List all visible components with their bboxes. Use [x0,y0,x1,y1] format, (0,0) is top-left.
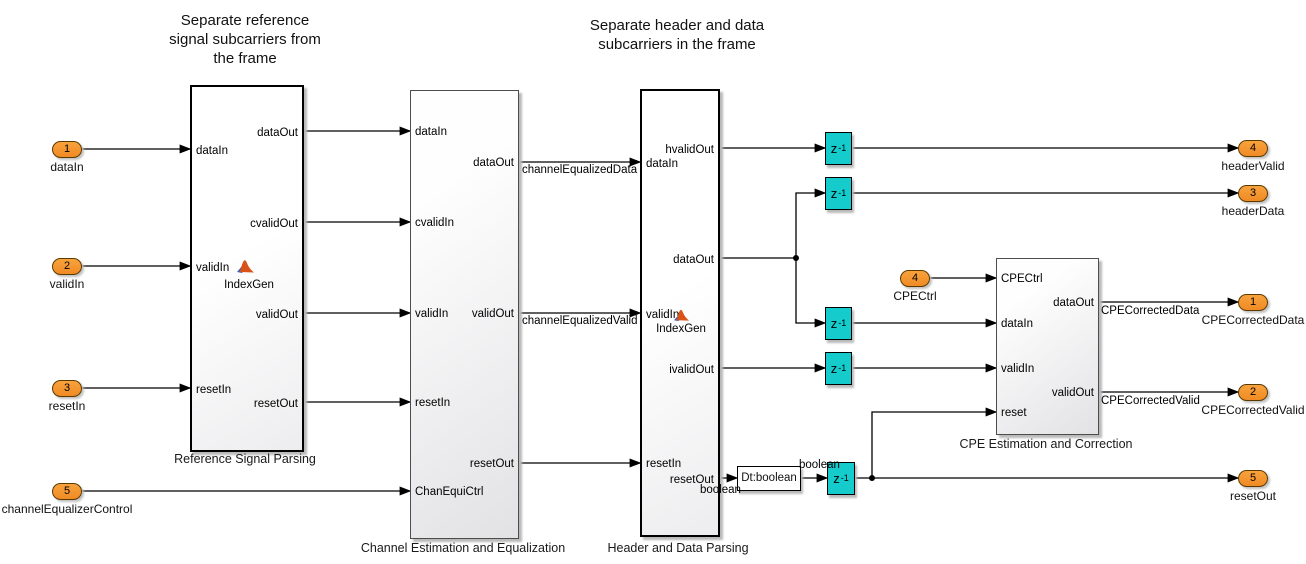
hdp-port-resetout: resetOut [669,474,714,486]
block-reference-signal-parsing[interactable]: dataIn validIn resetIn dataOut cvalidOut… [190,85,304,452]
outport-headervalid[interactable]: 4 [1238,139,1268,157]
hdp-port-ivalidout: ivalidOut [669,364,714,376]
hdp-port-dataout: dataOut [673,254,714,266]
outport-cpecorrectedvalid-label: CPECorrectedValid [1201,403,1305,417]
inport-resetin-number: 3 [63,382,71,394]
annotation-header-data: Separate header and data subcarriers in … [589,17,765,53]
outport-headervalid-number: 4 [1249,142,1257,154]
rsp-caption: Reference Signal Parsing [174,452,316,466]
inport-validin-label: validIn [49,277,85,291]
rsp-port-cvalidout: cvalidOut [250,218,298,230]
outport-resetout[interactable]: 5 [1238,469,1268,487]
cpe-port-validin: validIn [1001,363,1035,375]
inport-validin-number: 2 [63,260,71,272]
inport-resetin[interactable]: 3 [52,379,82,397]
delay-block-cpedata[interactable]: z -1 [825,306,852,340]
signal-label-boolean-dst: boolean [799,459,840,471]
outport-cpecorrectedvalid[interactable]: 2 [1238,383,1268,401]
cpe-port-reset: reset [1001,407,1027,419]
inport-datain-number: 1 [63,143,71,155]
signal-label-boolean-src: boolean [700,484,741,496]
hdp-port-datain: dataIn [646,158,678,170]
outport-cpecorrecteddata[interactable]: 1 [1238,293,1268,311]
annotation-reference-signal: Separate reference signal subcarriers fr… [169,12,321,67]
outport-cpecorrecteddata-label: CPECorrectedData [1201,313,1305,327]
cee-port-cvalidin: cvalidIn [415,217,454,229]
rsp-port-dataout: dataOut [257,127,298,139]
outport-headerdata[interactable]: 3 [1238,184,1268,202]
block-cpe-estimation-correction[interactable]: CPECtrl dataIn validIn reset dataOut val… [996,258,1099,435]
inport-datain-label: dataIn [50,160,84,174]
rsp-icon-label: IndexGen [224,279,274,291]
inport-cpectrl[interactable]: 4 [900,269,930,287]
cee-caption: Channel Estimation and Equalization [360,541,566,555]
matlab-function-icon [237,260,254,273]
inport-resetin-label: resetIn [48,399,86,413]
outport-cpecorrecteddata-number: 1 [1249,296,1257,308]
hdp-caption: Header and Data Parsing [607,541,749,555]
rsp-port-resetin: resetIn [196,384,232,396]
cee-port-dataout: dataOut [473,157,514,169]
rsp-port-validin: validIn [196,262,230,274]
cee-port-resetout: resetOut [469,458,514,470]
branch-dot-dataout [793,255,799,261]
cee-port-validin: validIn [415,308,449,320]
outport-headerdata-label: headerData [1221,204,1285,218]
cee-port-datain: dataIn [415,126,447,138]
outport-resetout-label: resetOut [1229,489,1277,503]
wire-branch-down-delay3[interactable] [795,258,827,328]
wire-branch-up-delay2[interactable] [795,188,827,258]
inport-cec-label: channelEqualizerControl [1,502,133,516]
hdp-icon-label: IndexGen [656,323,706,335]
hdp-port-hvalidout: hvalidOut [665,144,714,156]
outport-resetout-number: 5 [1249,472,1257,484]
delay-block-cpevalid[interactable]: z -1 [825,351,852,385]
delay-z: z [830,360,838,376]
cpe-port-dataout: dataOut [1053,297,1094,309]
inport-cpectrl-number: 4 [911,272,919,284]
block-header-data-parsing[interactable]: dataIn validIn resetIn hvalidOut dataOut… [640,89,720,537]
inport-validin[interactable]: 2 [52,257,82,275]
delay-block-headervalid[interactable]: z -1 [825,131,852,165]
inport-datain[interactable]: 1 [52,140,82,158]
outport-headerdata-number: 3 [1249,187,1257,199]
hdp-port-resetin: resetIn [646,458,682,470]
data-type-conversion-block[interactable]: Dt:boolean [737,465,801,491]
inport-cpectrl-label: CPECtrl [893,289,937,303]
signal-label-channel-equalized-valid: channelEqualizedValid [522,315,638,327]
signal-label-cpecorrectedvalid: CPECorrectedValid [1101,395,1200,407]
outport-headervalid-label: headerValid [1221,159,1285,173]
delay-block-reset[interactable]: z -1 [827,461,855,495]
rsp-port-resetout: resetOut [253,398,298,410]
dtconv-label: Dt:boolean [741,472,797,484]
signal-label-cpecorrecteddata: CPECorrectedData [1101,305,1200,317]
delay-z: z [830,185,838,201]
cpe-port-datain: dataIn [1001,318,1033,330]
outport-cpecorrectedvalid-number: 2 [1249,386,1257,398]
inport-channel-equalizer-control[interactable]: 5 [52,482,82,500]
delay-z: z [830,140,838,156]
cpe-port-cpectrl: CPECtrl [1001,273,1043,285]
branch-dot-reset [869,475,875,481]
cpe-caption: CPE Estimation and Correction [959,437,1133,451]
delay-block-headerdata[interactable]: z -1 [825,176,852,210]
cee-port-chanequictrl: ChanEquiCtrl [415,486,484,498]
signal-label-channel-equalized-data: channelEqualizedData [522,164,638,176]
block-channel-estimation-equalization[interactable]: dataIn cvalidIn validIn resetIn ChanEqui… [410,90,519,539]
wire-branch-up-cpe-reset[interactable] [871,407,998,478]
hdp-port-validin: validIn [646,309,680,321]
delay-z: z [833,470,840,486]
rsp-port-datain: dataIn [196,145,228,157]
inport-cec-number: 5 [63,485,71,497]
cee-port-validout: validOut [471,308,514,320]
cee-port-resetin: resetIn [415,397,451,409]
matlab-function-icon [674,309,690,322]
cpe-port-validout: validOut [1051,387,1094,399]
rsp-port-validout: validOut [255,309,298,321]
delay-z: z [830,315,838,331]
